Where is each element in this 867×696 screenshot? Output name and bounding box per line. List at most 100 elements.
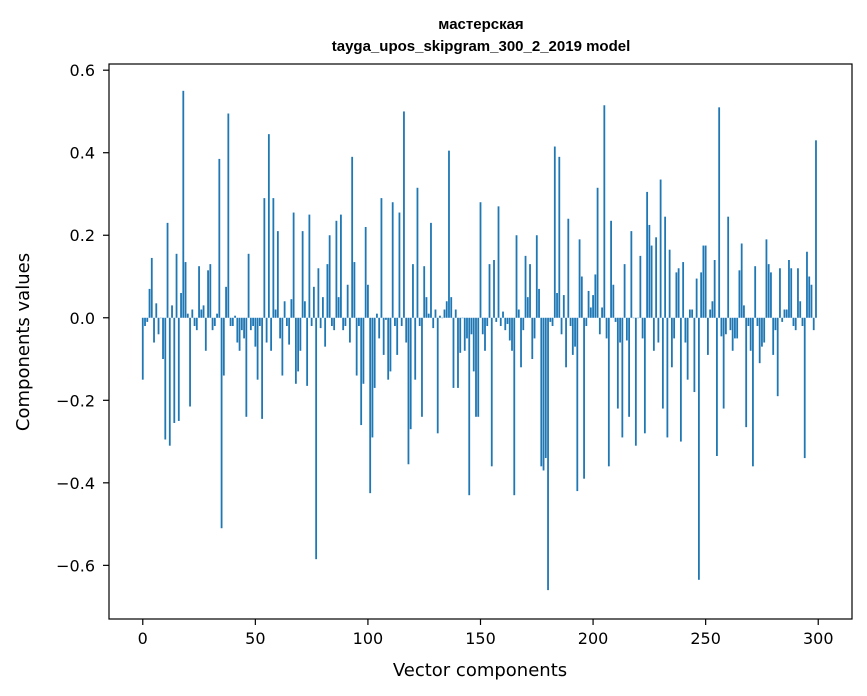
bar-111 [391,202,394,318]
x-tick-label: 100 [353,629,384,648]
bar-82 [326,264,329,318]
bar-294 [803,317,806,459]
bar-50 [254,317,257,347]
bar-101 [369,317,372,494]
bar-25 [198,266,200,318]
bar-58 [272,198,275,318]
bar-159 [499,317,502,327]
bar-231 [661,317,664,409]
bar-126 [425,297,428,318]
bar-299 [815,140,817,318]
bar-44 [240,317,243,331]
bar-121 [414,317,417,380]
bar-161 [504,317,507,331]
bar-298 [812,317,815,331]
x-tick-label: 300 [803,629,834,648]
bar-26 [200,309,203,318]
bar-259 [725,317,727,335]
x-tick-label: 200 [578,629,609,648]
bar-135 [445,301,448,318]
bar-247 [698,317,700,580]
bar-31 [211,317,214,331]
bar-119 [409,317,412,430]
bar-182 [551,317,554,327]
bar-7 [157,317,160,335]
bar-63 [283,301,286,318]
bar-258 [722,317,725,409]
bar-252 [709,309,712,318]
bar-171 [526,297,529,318]
bar-278 [767,264,770,318]
bar-46 [245,317,248,417]
bar-114 [398,212,401,318]
bar-262 [731,317,734,351]
bar-202 [596,187,599,318]
bar-74 [308,214,311,318]
bar-287 [788,260,790,318]
bar-212 [619,317,621,343]
bar-117 [405,317,408,343]
bar-244 [691,309,694,318]
bar-197 [585,317,588,327]
bar-208 [610,220,612,318]
bar-267 [743,305,745,318]
bar-89 [342,317,345,331]
bar-84 [331,317,333,327]
bar-198 [587,290,590,318]
bar-240 [682,262,685,318]
bar-134 [443,309,446,318]
bar-210 [614,317,617,322]
bar-234 [668,249,671,318]
bar-200 [592,295,594,318]
bar-157 [495,317,498,322]
bar-109 [387,317,390,380]
bar-149 [477,317,480,417]
bar-237 [675,272,678,318]
bar-140 [457,317,459,388]
bar-91 [346,284,349,318]
bar-60 [276,231,279,318]
bar-274 [758,317,761,364]
bar-64 [285,317,288,327]
bar-38 [227,113,230,318]
bar-108 [385,317,387,320]
bar-260 [727,216,730,318]
bar-276 [763,317,766,343]
bar-52 [258,317,261,327]
bar-136 [448,150,450,318]
bar-30 [209,264,212,318]
bar-125 [423,266,426,318]
y-tick-label: 0.4 [70,144,95,163]
bar-225 [648,224,651,318]
bar-110 [389,317,392,372]
bar-193 [576,317,579,492]
bar-196 [583,317,585,479]
x-tick-label: 0 [138,629,148,648]
bar-15 [175,253,178,318]
bar-167 [517,309,520,318]
bar-47 [247,253,250,318]
bar-213 [621,317,624,438]
bar-235 [670,317,673,368]
bar-172 [529,264,531,318]
bar-160 [502,311,504,318]
bar-217 [630,231,633,318]
y-tick-label: 0.0 [70,309,95,328]
bar-190 [569,317,572,327]
bar-250 [704,245,707,318]
bar-224 [646,191,649,318]
bar-290 [794,317,797,331]
bar-268 [745,317,748,428]
bar-54 [263,198,266,318]
bar-281 [774,317,777,331]
bar-68 [294,317,297,384]
bar-246 [695,278,698,318]
bar-238 [677,268,680,318]
bar-42 [236,317,239,343]
bar-183 [553,146,556,318]
bar-296 [808,276,811,318]
y-tick-label: 0.6 [70,61,95,80]
bar-251 [707,317,709,355]
bar-16 [177,317,180,421]
bar-61 [279,317,282,339]
